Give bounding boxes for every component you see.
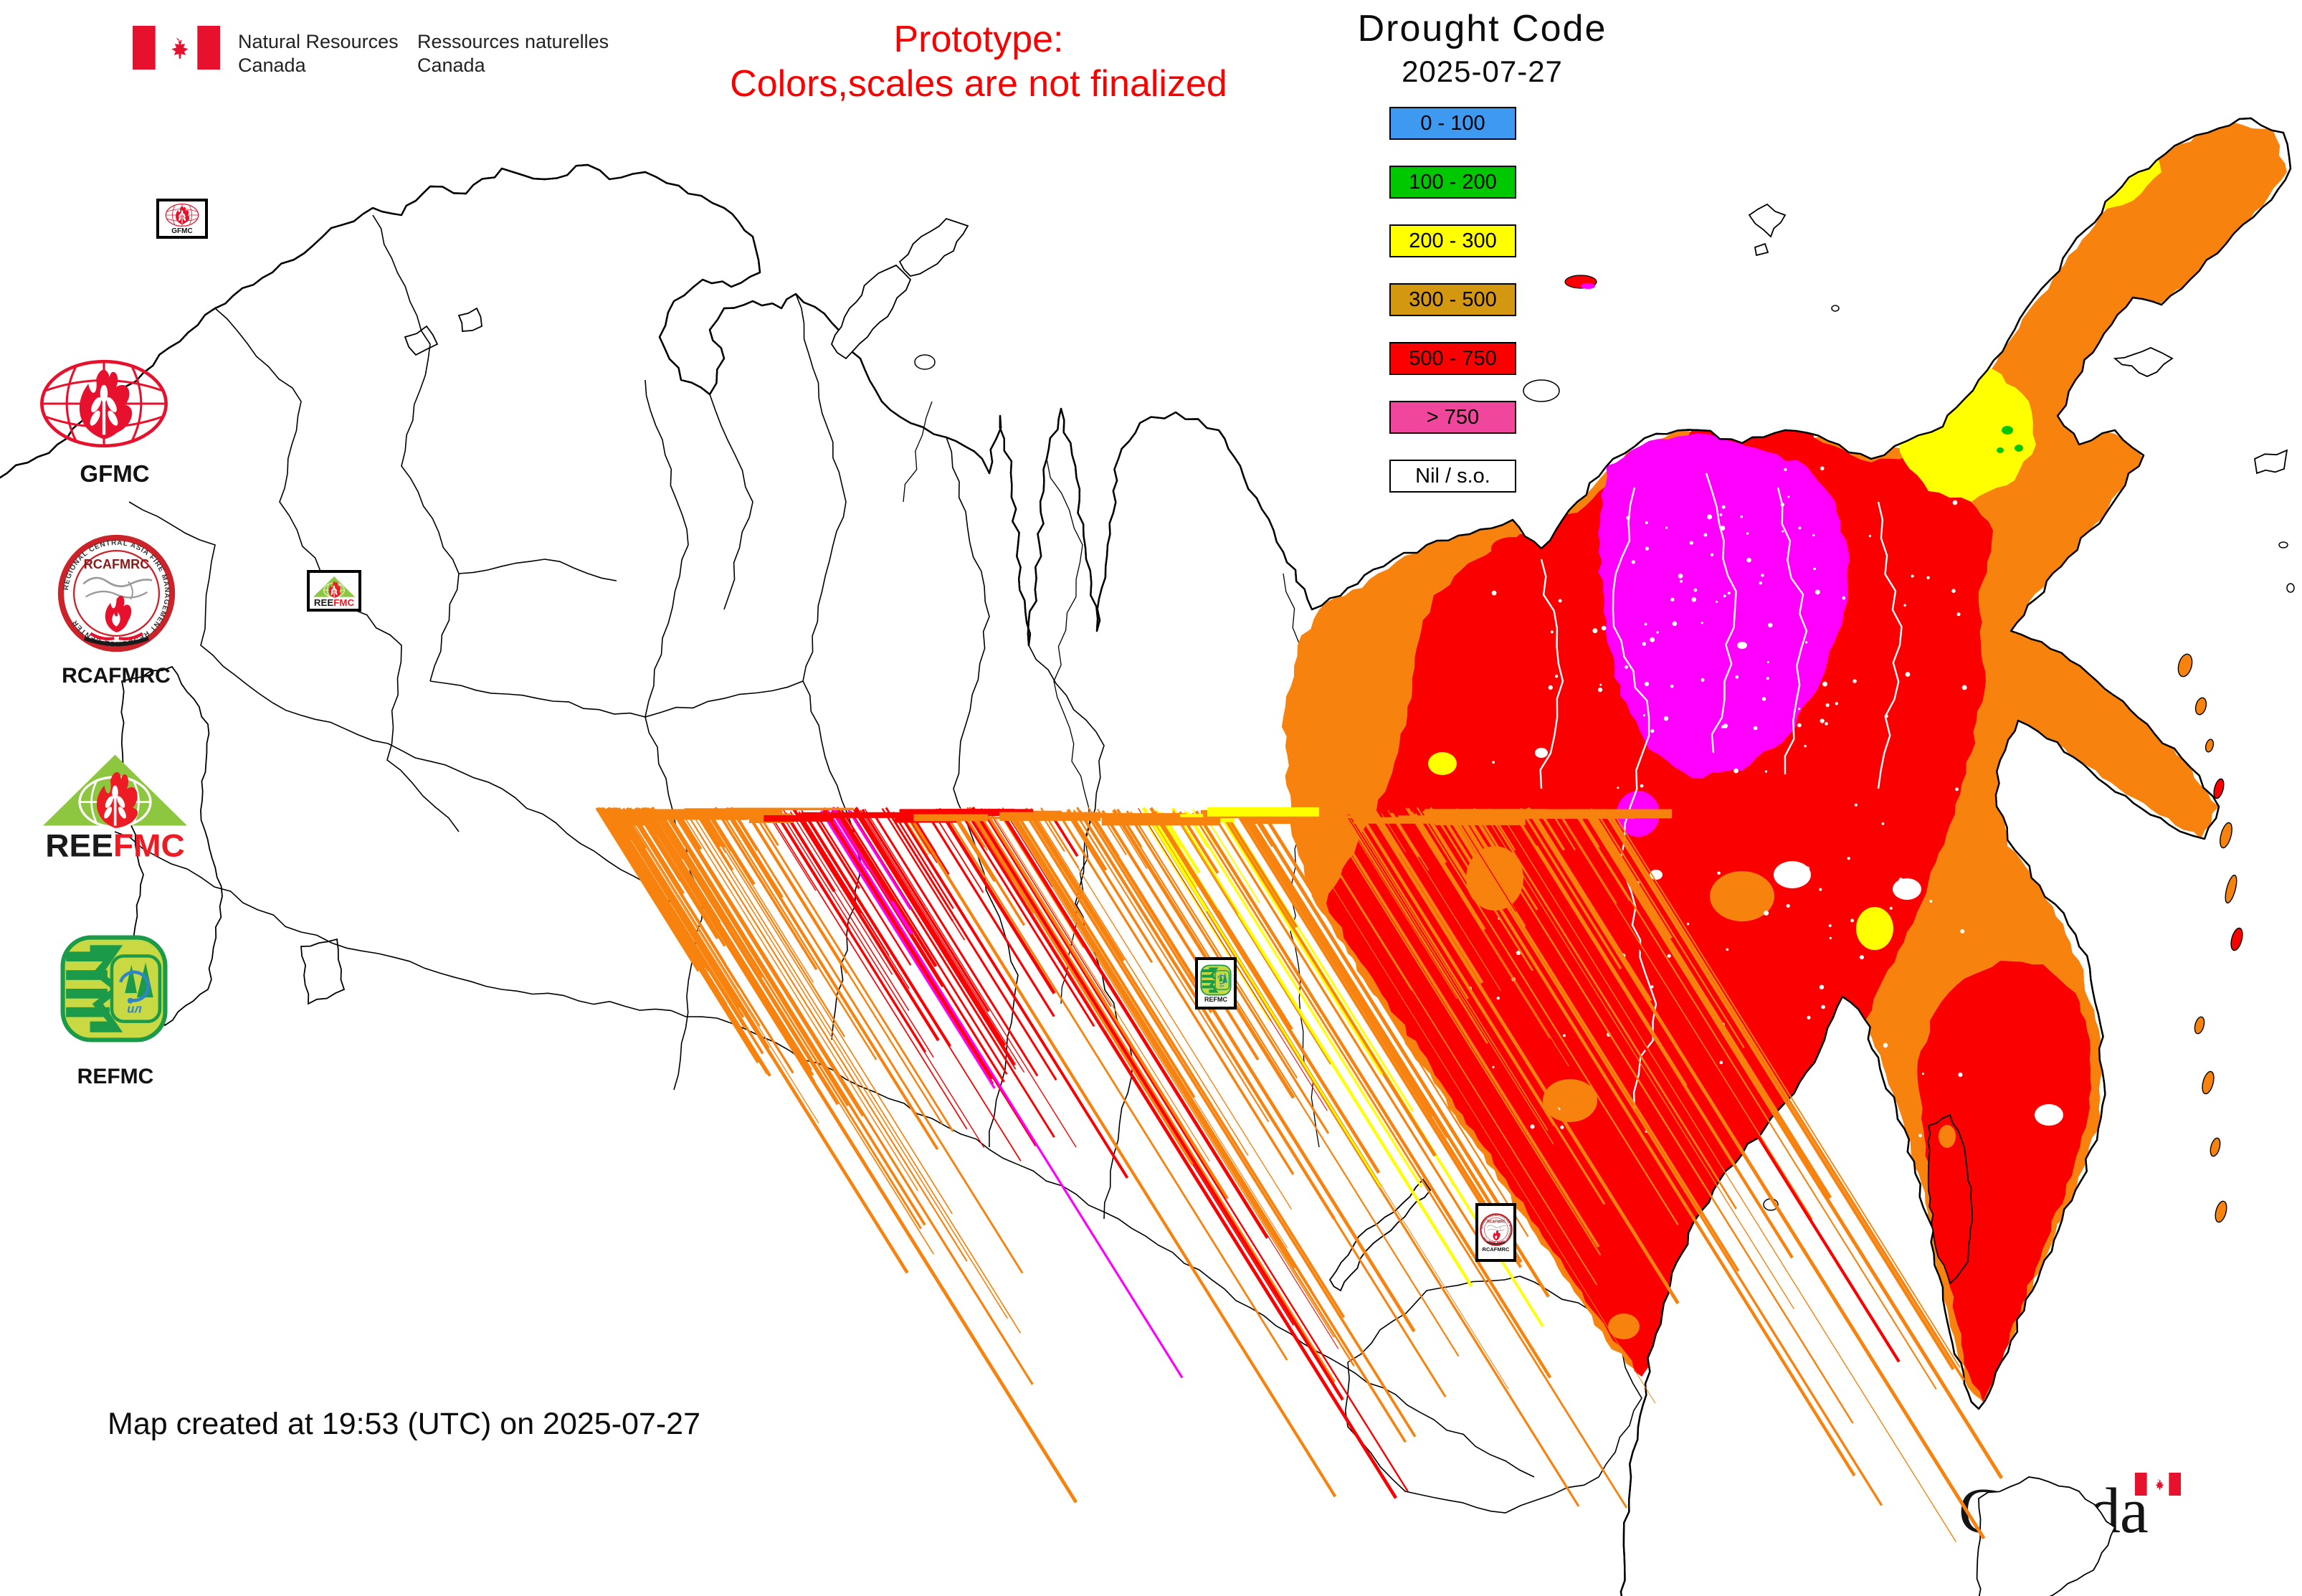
drought-data-region (1281, 122, 2287, 1405)
map-created-text: Map created at 19:53 (UTC) on 2025-07-27 (108, 1407, 701, 1441)
map-marker-reefmc (307, 570, 361, 612)
prototype-line1: Prototype: (893, 19, 1064, 60)
legend-title: Drought Code (1357, 8, 1607, 49)
rcafmrc-label: RCAFMRC (62, 664, 171, 688)
legend-item-300-500: 300 - 500 (1389, 283, 1516, 316)
canada-flag-icon (133, 26, 220, 70)
marker-label: RCAFMRC (1482, 1245, 1510, 1253)
refmc-logo-icon (60, 934, 168, 1043)
dept-en-line1: Natural Resources (238, 31, 399, 52)
coastline (0, 117, 2292, 1596)
legend-label: 500 - 750 (1409, 346, 1497, 370)
legend-item-200-300: 200 - 300 (1389, 224, 1516, 257)
gfmc-label: GFMC (80, 460, 150, 487)
dept-name-en: Natural Resources Canada (238, 30, 399, 77)
refmc-marker-icon (1200, 964, 1232, 996)
marker-label: GFMC (171, 227, 193, 235)
legend-label: 0 - 100 (1420, 111, 1485, 135)
rcafmrc-logo-icon (57, 534, 176, 652)
reefmc-logo-icon (42, 753, 189, 861)
dept-name-fr: Ressources naturelles Canada (417, 30, 609, 77)
legend-item-500-750: 500 - 750 (1389, 342, 1516, 375)
legend-label: Nil / s.o. (1415, 464, 1490, 488)
legend-label: 300 - 500 (1409, 288, 1497, 311)
rcafmrc-marker-icon (1479, 1212, 1513, 1246)
prototype-line2: Colors,scales are not finalized (730, 63, 1227, 105)
refmc-label: REFMC (77, 1065, 154, 1088)
gfmc-marker-icon (165, 203, 199, 227)
map-marker-rcafmrc: RCAFMRC (1475, 1203, 1516, 1262)
map-marker-gfmc: GFMC (156, 199, 208, 239)
legend-item-gt-750: > 750 (1389, 401, 1516, 434)
marker-label: REFMC (1204, 995, 1227, 1003)
legend: 0 - 100 100 - 200 200 - 300 300 - 500 50… (1389, 107, 1516, 518)
legend-item-100-200: 100 - 200 (1389, 166, 1516, 199)
legend-label: > 750 (1426, 405, 1480, 429)
legend-date: 2025-07-27 (1402, 54, 1563, 88)
islands (830, 203, 2295, 1596)
prototype-warning: Prototype: Colors,scales are not finaliz… (645, 17, 1312, 106)
legend-label: 100 - 200 (1409, 170, 1497, 194)
dept-fr-line2: Canada (417, 54, 485, 76)
dept-en-line2: Canada (238, 54, 306, 76)
reefmc-marker-icon (313, 576, 356, 607)
legend-item-0-100: 0 - 100 (1389, 107, 1516, 140)
legend-item-nil: Nil / s.o. (1389, 460, 1516, 493)
render-artifact-streaks (595, 806, 2004, 1542)
gfmc-logo-icon (37, 357, 171, 450)
legend-label: 200 - 300 (1409, 229, 1497, 252)
map-marker-refmc: REFMC (1195, 957, 1237, 1010)
dept-fr-line1: Ressources naturelles (417, 31, 609, 52)
